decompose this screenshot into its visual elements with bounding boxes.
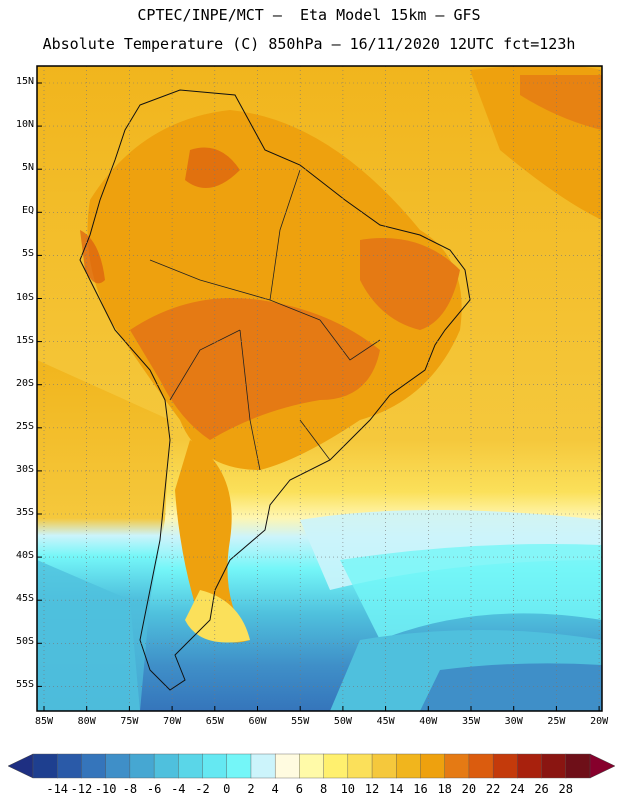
colorbar-swatch — [565, 753, 591, 779]
colorbar-swatch — [371, 753, 397, 779]
lat-label: EQ — [21, 205, 34, 217]
colorbar-label: -12 — [70, 782, 93, 796]
colorbar-swatch — [396, 753, 421, 779]
lat-lon-grid — [37, 66, 602, 711]
colorbar-swatch — [178, 753, 204, 779]
lat-label: 10N — [15, 119, 34, 131]
colorbar-swatch — [420, 753, 446, 779]
colorbar-label: 4 — [271, 782, 279, 796]
lat-label: 20S — [15, 377, 34, 389]
colorbar-swatch — [57, 753, 82, 779]
lon-label: 80W — [77, 716, 96, 727]
coastline — [79, 89, 471, 691]
colorbar-swatch — [129, 753, 155, 779]
lon-label: 40W — [419, 716, 438, 727]
colorbar-label: -2 — [195, 782, 210, 796]
lon-label: 35W — [461, 716, 481, 727]
lat-label: 45S — [15, 593, 34, 605]
colorbar-label: -10 — [94, 782, 117, 796]
map-title-line1: CPTEC/INPE/MCT – Eta Model 15km – GFS — [137, 6, 481, 24]
colorbar-label: 6 — [295, 782, 303, 796]
colorbar-swatch — [468, 753, 494, 779]
lon-label: 85W — [34, 716, 54, 727]
lat-label: 55S — [15, 679, 34, 691]
lat-label: 15S — [15, 334, 34, 346]
colorbar-over-arrow — [589, 753, 616, 779]
colorbar-label: 2 — [247, 782, 255, 796]
colorbar-swatch — [250, 753, 276, 779]
colorbar-swatch — [347, 753, 373, 779]
colorbar-swatch — [105, 753, 131, 779]
country-borders — [149, 169, 381, 471]
map-title-line2: Absolute Temperature (C) 850hPa – 16/11/… — [42, 35, 576, 53]
lon-label: 50W — [333, 716, 352, 727]
colorbar-swatch — [202, 753, 228, 779]
colorbar-label: 14 — [389, 782, 404, 796]
lat-label: 50S — [15, 636, 34, 648]
colorbar-swatch — [32, 753, 58, 779]
colorbar-swatch — [492, 753, 518, 779]
colorbar-swatch — [541, 753, 567, 779]
colorbar-label: 10 — [340, 782, 356, 796]
colorbar-swatch — [444, 753, 470, 779]
colorbar-label: 0 — [223, 782, 231, 796]
colorbar-label: 20 — [461, 782, 477, 796]
colorbar-swatch — [226, 753, 252, 779]
colorbar-swatch — [153, 753, 179, 779]
colorbar-swatch — [81, 753, 107, 779]
temperature-field — [37, 66, 602, 711]
colorbar-label: -4 — [171, 782, 186, 796]
colorbar-label: 12 — [364, 782, 380, 796]
colorbar-label: 22 — [485, 782, 501, 796]
lon-label: 30W — [504, 716, 523, 727]
lon-label: 25W — [547, 716, 566, 727]
lat-label: 40S — [15, 550, 34, 562]
colorbar-label: -6 — [146, 782, 162, 796]
colorbar — [7, 753, 616, 779]
lon-label: 20W — [590, 716, 609, 727]
lat-label: 30S — [15, 463, 34, 475]
map-frame — [36, 65, 603, 712]
lon-label: 70W — [163, 716, 182, 727]
colorbar-label: -14 — [46, 782, 69, 796]
colorbar-label: 8 — [319, 782, 328, 796]
colorbar-swatch — [517, 753, 543, 779]
lon-label: 75W — [120, 716, 139, 727]
colorbar-label: 16 — [413, 782, 428, 796]
colorbar-swatch — [323, 753, 349, 779]
lat-label: 25S — [15, 420, 34, 432]
lon-label: 65W — [205, 716, 224, 727]
lon-label: 60W — [248, 716, 267, 727]
colorbar-label: 28 — [558, 782, 573, 796]
colorbar-label: 26 — [534, 782, 549, 796]
lat-label: 10S — [15, 291, 34, 303]
colorbar-under-arrow — [7, 753, 34, 779]
lat-label: 15N — [15, 76, 34, 87]
lat-label: 35S — [15, 507, 34, 518]
colorbar-label: 24 — [510, 782, 525, 796]
lat-label: 5N — [21, 162, 34, 174]
lon-label: 55W — [291, 716, 310, 727]
colorbar-label: -8 — [122, 782, 138, 796]
colorbar-swatch — [274, 753, 300, 779]
colorbar-swatch — [299, 753, 325, 779]
lon-label: 45W — [376, 716, 395, 727]
colorbar-label: 18 — [437, 782, 452, 796]
lat-label: 5S — [21, 248, 34, 260]
